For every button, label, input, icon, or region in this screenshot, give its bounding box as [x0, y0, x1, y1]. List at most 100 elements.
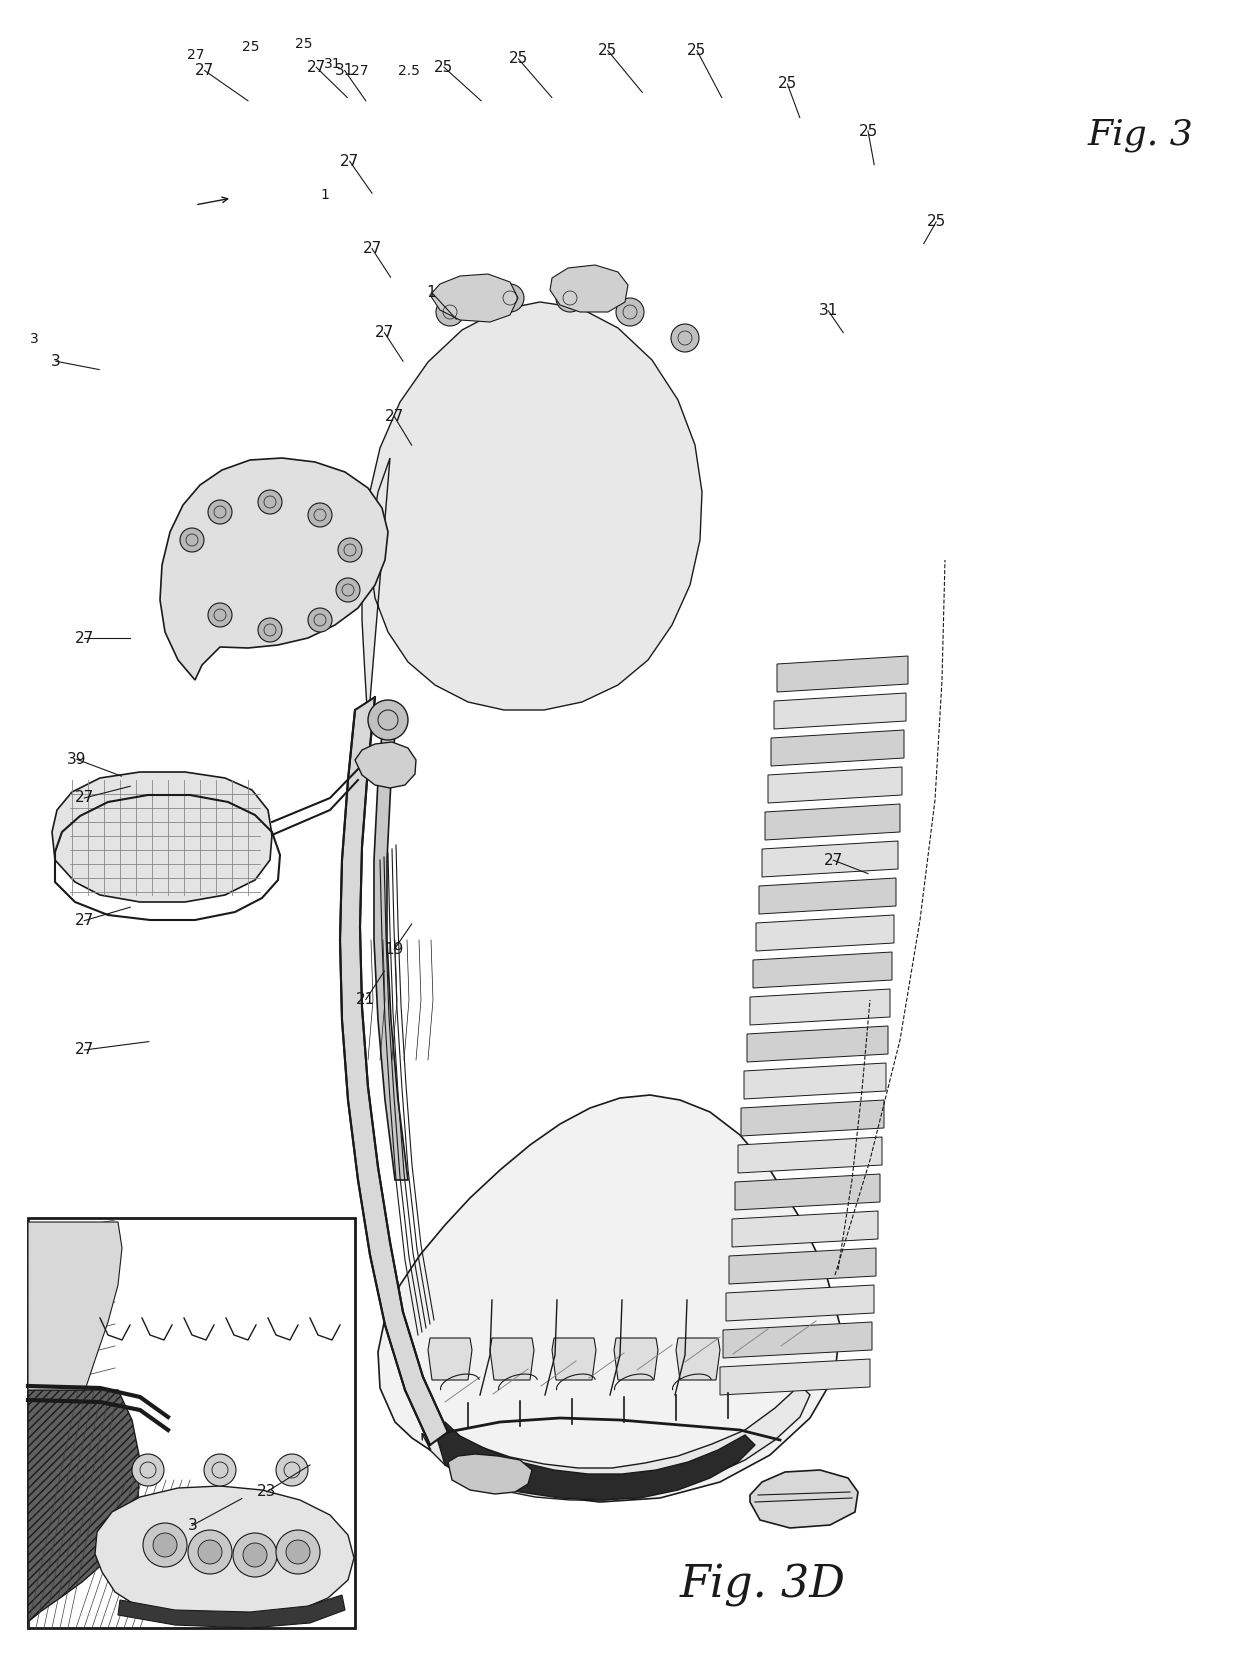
Polygon shape	[777, 655, 908, 692]
Text: Fig. 3: Fig. 3	[1087, 118, 1194, 151]
Polygon shape	[738, 1137, 882, 1173]
Polygon shape	[676, 1337, 720, 1379]
Circle shape	[496, 284, 525, 312]
Polygon shape	[756, 916, 894, 951]
Circle shape	[286, 1541, 310, 1564]
Polygon shape	[746, 1026, 888, 1062]
Circle shape	[671, 324, 699, 353]
Text: 27: 27	[823, 853, 843, 867]
Text: 25: 25	[434, 60, 454, 74]
Text: 25: 25	[598, 44, 618, 57]
Text: 27: 27	[187, 49, 205, 62]
Text: 2.5: 2.5	[398, 64, 420, 77]
Circle shape	[308, 502, 332, 528]
Circle shape	[208, 603, 232, 627]
Polygon shape	[95, 1487, 353, 1621]
Circle shape	[336, 578, 360, 601]
Text: 27: 27	[74, 1043, 94, 1057]
Polygon shape	[759, 879, 897, 914]
Text: 19: 19	[384, 942, 404, 956]
Text: 1: 1	[427, 286, 436, 299]
Circle shape	[277, 1453, 308, 1487]
Polygon shape	[552, 1337, 596, 1379]
Polygon shape	[52, 773, 272, 902]
Circle shape	[277, 1530, 320, 1574]
Bar	[29, 1218, 355, 1628]
Text: 1: 1	[320, 188, 330, 202]
Polygon shape	[771, 731, 904, 766]
Circle shape	[153, 1532, 177, 1557]
Text: 27: 27	[74, 632, 94, 645]
Circle shape	[208, 501, 232, 524]
Polygon shape	[362, 302, 702, 726]
Polygon shape	[729, 1248, 875, 1284]
Circle shape	[188, 1530, 232, 1574]
Polygon shape	[614, 1337, 658, 1379]
Circle shape	[616, 297, 644, 326]
Polygon shape	[551, 265, 627, 312]
Text: 21: 21	[356, 993, 376, 1006]
Polygon shape	[418, 1384, 810, 1500]
Polygon shape	[763, 842, 898, 877]
Polygon shape	[378, 1095, 839, 1502]
Polygon shape	[765, 805, 900, 840]
Polygon shape	[732, 1211, 878, 1247]
Circle shape	[258, 491, 281, 514]
Polygon shape	[448, 1453, 532, 1494]
Polygon shape	[435, 1421, 755, 1500]
Circle shape	[198, 1541, 222, 1564]
Circle shape	[308, 608, 332, 632]
Text: 27: 27	[340, 155, 360, 168]
Circle shape	[243, 1542, 267, 1567]
Circle shape	[233, 1532, 277, 1578]
Polygon shape	[723, 1322, 872, 1357]
Text: 27: 27	[384, 410, 404, 423]
Polygon shape	[750, 990, 890, 1025]
Polygon shape	[118, 1594, 345, 1628]
Circle shape	[258, 618, 281, 642]
Circle shape	[143, 1524, 187, 1567]
Polygon shape	[29, 1389, 140, 1628]
Text: 25: 25	[926, 215, 946, 228]
Text: 27: 27	[306, 60, 326, 74]
Circle shape	[436, 297, 464, 326]
Polygon shape	[160, 459, 388, 680]
Circle shape	[131, 1453, 164, 1487]
Polygon shape	[430, 274, 518, 323]
Text: 39: 39	[67, 753, 87, 766]
Circle shape	[556, 284, 584, 312]
Text: 3: 3	[51, 354, 61, 368]
Polygon shape	[725, 1285, 874, 1320]
Circle shape	[339, 538, 362, 563]
Text: 31: 31	[324, 57, 341, 71]
Polygon shape	[374, 711, 408, 1179]
Polygon shape	[744, 1063, 887, 1099]
Polygon shape	[750, 1470, 858, 1529]
Text: 25: 25	[687, 44, 707, 57]
Polygon shape	[753, 953, 892, 988]
Text: 27: 27	[74, 914, 94, 927]
Polygon shape	[490, 1337, 534, 1379]
Text: 25: 25	[295, 37, 312, 50]
Polygon shape	[742, 1100, 884, 1136]
Text: 27: 27	[362, 242, 382, 255]
Polygon shape	[735, 1174, 880, 1210]
Text: 25: 25	[777, 77, 797, 91]
Polygon shape	[29, 1221, 122, 1389]
Circle shape	[368, 701, 408, 739]
Text: Fig. 3D: Fig. 3D	[680, 1564, 846, 1606]
Text: 25: 25	[242, 40, 259, 54]
Text: 25: 25	[508, 52, 528, 66]
Text: 3: 3	[30, 333, 40, 346]
Text: 25: 25	[858, 124, 878, 138]
Polygon shape	[774, 692, 906, 729]
Polygon shape	[720, 1359, 870, 1394]
Text: 27: 27	[351, 64, 368, 77]
Polygon shape	[340, 697, 448, 1445]
Text: 27: 27	[374, 326, 394, 339]
Text: 23: 23	[257, 1485, 277, 1499]
Circle shape	[205, 1453, 236, 1487]
Text: 3: 3	[187, 1519, 197, 1532]
Text: 27: 27	[195, 64, 215, 77]
Text: 31: 31	[818, 304, 838, 318]
